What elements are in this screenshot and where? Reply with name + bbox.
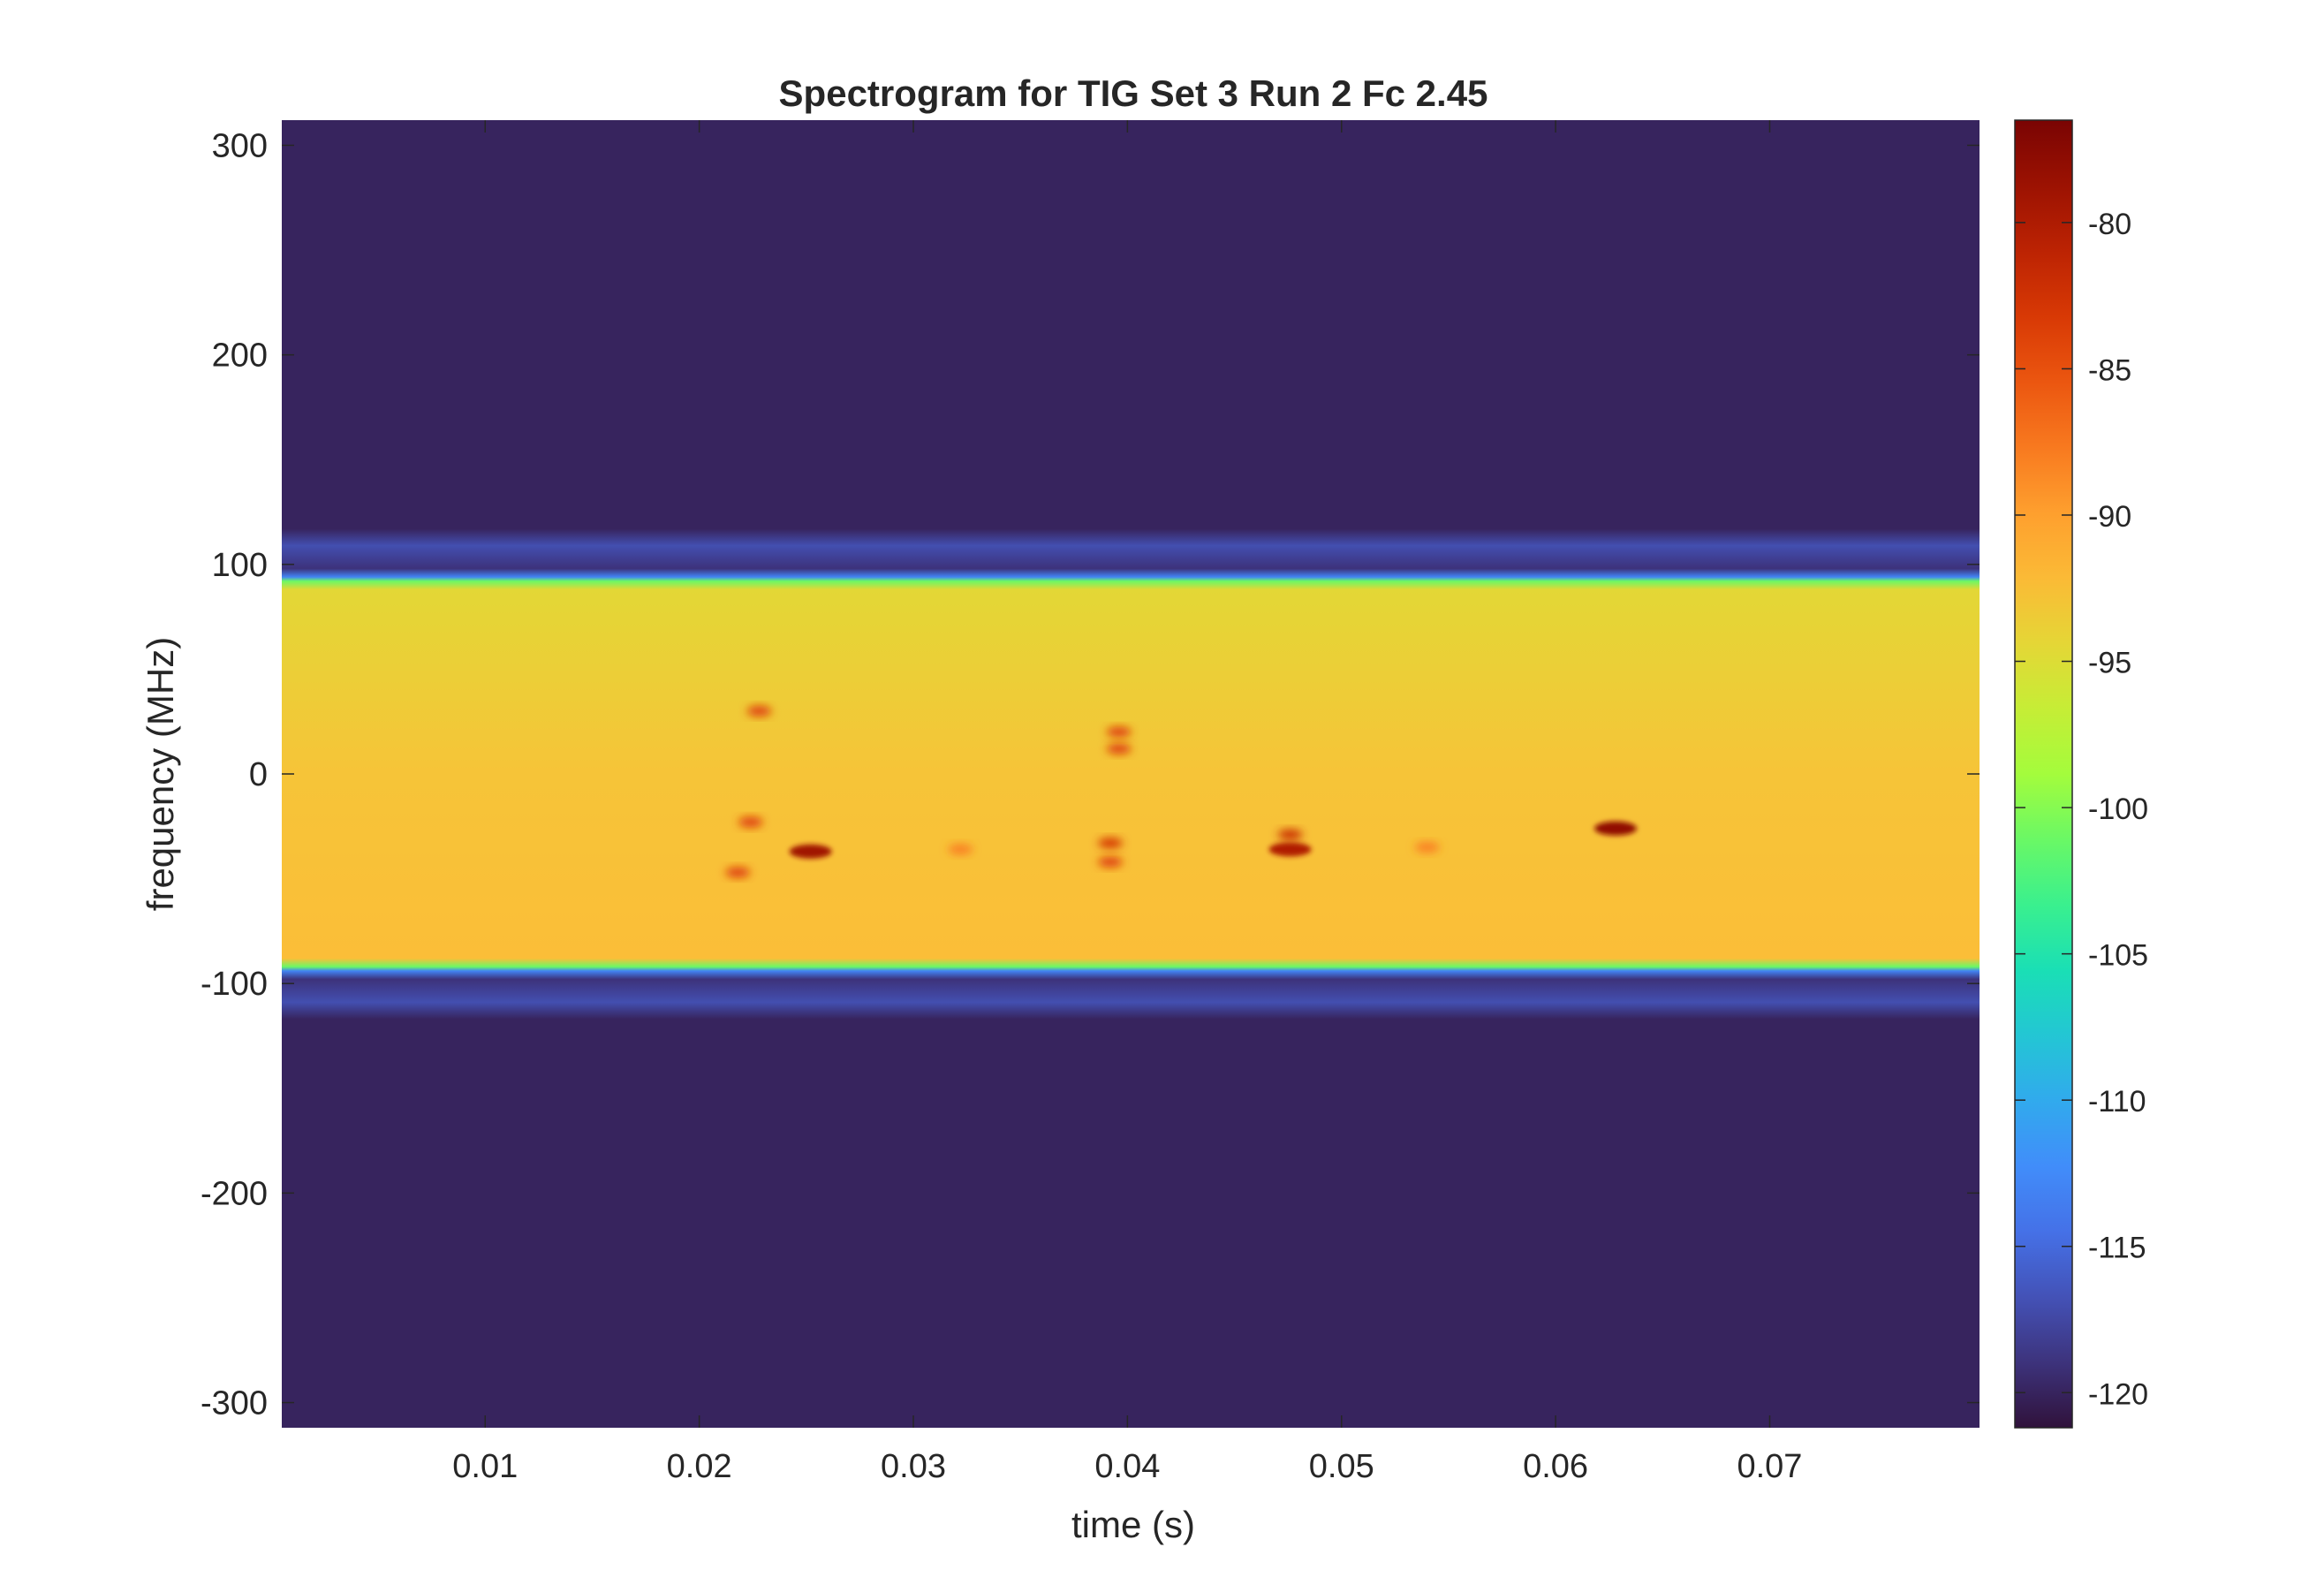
hotspot — [1278, 830, 1303, 840]
x-tick-label: 0.03 — [881, 1448, 946, 1485]
hotspot — [1098, 838, 1123, 848]
hotspot — [725, 867, 750, 877]
chart-title: Spectrogram for TIG Set 3 Run 2 Fc 2.45 — [779, 72, 1488, 114]
hotspot — [746, 706, 771, 717]
hotspot — [1594, 822, 1637, 836]
y-axis-label: frequency (MHz) — [140, 637, 181, 911]
y-tick-label: 100 — [212, 547, 268, 584]
y-tick-label: 300 — [212, 127, 268, 164]
y-tick-label: -100 — [201, 966, 268, 1003]
colorbar-tick-label: -85 — [2088, 353, 2131, 387]
passband — [282, 529, 1980, 1020]
y-tick-label: 0 — [249, 756, 268, 793]
hotspot — [790, 845, 832, 859]
hotspot — [1269, 842, 1312, 856]
hotspot — [1415, 842, 1440, 853]
hotspot — [738, 817, 763, 828]
hotspot — [1107, 727, 1132, 738]
colorbar-tick-label: -90 — [2088, 500, 2131, 534]
y-tick-label: 200 — [212, 337, 268, 375]
x-tick-label: 0.05 — [1309, 1448, 1374, 1485]
y-tick-label: -200 — [201, 1175, 268, 1212]
y-tick-label: -300 — [201, 1385, 268, 1422]
colorbar-tick-label: -95 — [2088, 647, 2131, 680]
colorbar-gradient — [2015, 120, 2072, 1428]
x-axis-label: time (s) — [1071, 1504, 1195, 1545]
colorbar-tick-label: -120 — [2088, 1377, 2148, 1411]
hotspot — [948, 844, 973, 854]
hotspot — [1098, 857, 1123, 868]
colorbar-tick-label: -100 — [2088, 792, 2148, 826]
hotspot — [1107, 744, 1132, 755]
colorbar-tick-label: -80 — [2088, 208, 2131, 241]
x-tick-label: 0.02 — [667, 1448, 732, 1485]
colorbar: -80 -85 -90 -95 -100 -105 -110 -115 -120 — [2015, 120, 2148, 1428]
x-tick-label: 0.04 — [1094, 1448, 1160, 1485]
x-tick-label: 0.07 — [1737, 1448, 1802, 1485]
colorbar-tick-label: -115 — [2088, 1232, 2146, 1265]
plot-area — [282, 120, 1980, 1428]
colorbar-tick-label: -105 — [2088, 939, 2148, 973]
x-tick-label: 0.01 — [452, 1448, 518, 1485]
x-tick-label: 0.06 — [1523, 1448, 1588, 1485]
colorbar-tick-label: -110 — [2088, 1085, 2146, 1119]
